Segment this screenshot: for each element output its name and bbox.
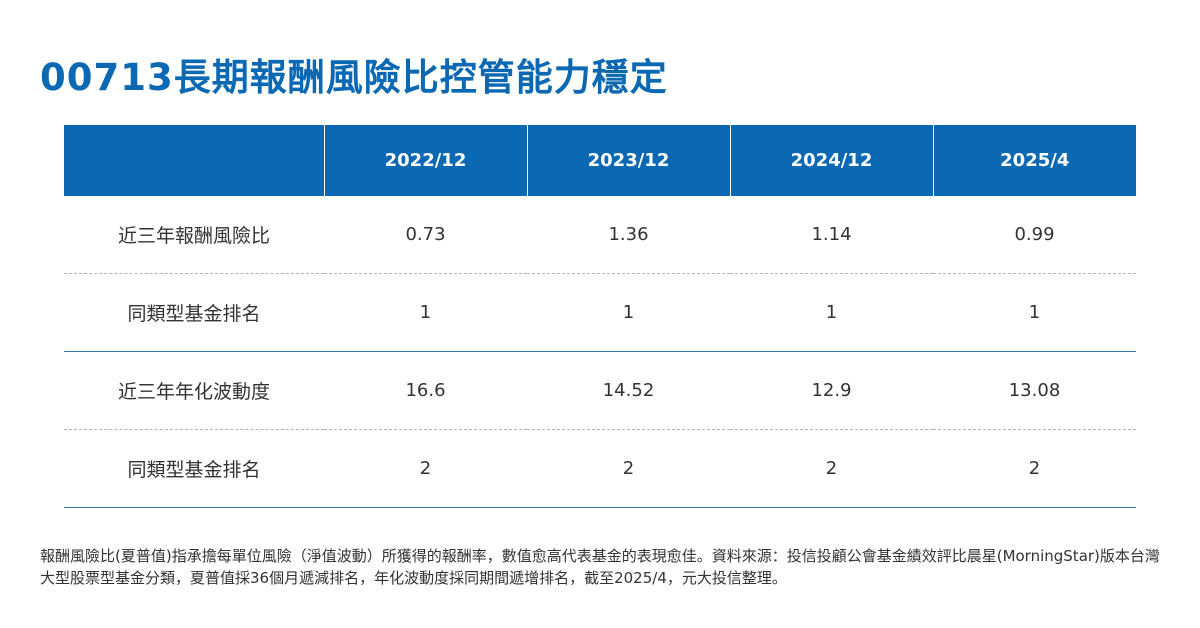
- cell-sharpe-2022-12: 0.73: [324, 196, 527, 274]
- row-label-volatility-rank: 同類型基金排名: [64, 429, 324, 508]
- header-cell-empty: [64, 125, 324, 196]
- cell-sharpe-rank-2022-12: 1: [324, 273, 527, 352]
- performance-table: 2022/12 2023/12 2024/12 2025/4 近三年報酬風險比 …: [64, 125, 1136, 508]
- footnote: 報酬風險比(夏普值)指承擔每單位風險（淨值波動）所獲得的報酬率，數值愈高代表基金…: [40, 547, 1160, 587]
- header-cell-2024-12: 2024/12: [729, 125, 933, 196]
- cell-volatility-rank-2024-12: 2: [730, 429, 933, 508]
- table-row-sharpe-rank: 同類型基金排名 1 1 1 1: [64, 273, 1136, 352]
- row-label-sharpe: 近三年報酬風險比: [64, 196, 324, 274]
- cell-sharpe-2024-12: 1.14: [730, 196, 933, 274]
- cell-volatility-rank-2025-4: 2: [933, 429, 1136, 508]
- header-cell-2022-12: 2022/12: [323, 125, 527, 196]
- cell-volatility-rank-2022-12: 2: [324, 429, 527, 508]
- table-header-row: 2022/12 2023/12 2024/12 2025/4: [64, 125, 1136, 196]
- cell-volatility-2022-12: 16.6: [324, 351, 527, 430]
- cell-sharpe-rank-2024-12: 1: [730, 273, 933, 352]
- cell-sharpe-2023-12: 1.36: [527, 196, 730, 274]
- table-row-volatility: 近三年年化波動度 16.6 14.52 12.9 13.08: [64, 351, 1136, 430]
- cell-volatility-2025-4: 13.08: [933, 351, 1136, 430]
- cell-volatility-2024-12: 12.9: [730, 351, 933, 430]
- cell-volatility-2023-12: 14.52: [527, 351, 730, 430]
- cell-sharpe-2025-4: 0.99: [933, 196, 1136, 274]
- table-row-volatility-rank: 同類型基金排名 2 2 2 2: [64, 429, 1136, 508]
- row-label-volatility: 近三年年化波動度: [64, 351, 324, 430]
- header-cell-2023-12: 2023/12: [526, 125, 730, 196]
- header-cell-2025-4: 2025/4: [932, 125, 1136, 196]
- page-title: 00713長期報酬風險比控管能力穩定: [40, 56, 668, 99]
- cell-sharpe-rank-2025-4: 1: [933, 273, 1136, 352]
- table-row-sharpe: 近三年報酬風險比 0.73 1.36 1.14 0.99: [64, 196, 1136, 274]
- cell-sharpe-rank-2023-12: 1: [527, 273, 730, 352]
- cell-volatility-rank-2023-12: 2: [527, 429, 730, 508]
- row-label-sharpe-rank: 同類型基金排名: [64, 273, 324, 352]
